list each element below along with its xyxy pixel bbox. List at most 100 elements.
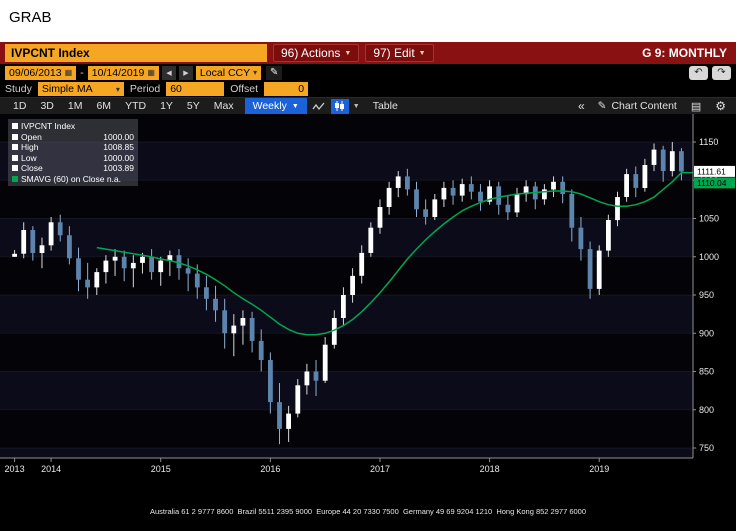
range-button-1d[interactable]: 1D xyxy=(13,100,27,112)
chart-toolbar: 1D 3D 1M 6M YTD 1Y 5Y Max Weekly ▼ ▼ Table « ✎ … xyxy=(0,97,736,115)
svg-text:900: 900 xyxy=(699,328,714,338)
chevron-down-icon: ▾ xyxy=(115,84,120,94)
legend-value: 1000.00 xyxy=(103,131,134,142)
svg-text:2018: 2018 xyxy=(480,464,500,474)
legend-ohlc-rows: Open 1000.00 High 1008.85 Low 1000.00 Close 100… xyxy=(12,132,134,174)
bloomberg-footer: Australia 61 2 9777 8600 Brazil 5511 239… xyxy=(0,481,736,531)
svg-text:2016: 2016 xyxy=(260,464,280,474)
smavg-label: SMAVG (60) on Close n.a. xyxy=(21,173,121,184)
annotate-pencil-button[interactable]: ✎ xyxy=(266,65,283,80)
legend-title-row: IVPCNT Index xyxy=(12,121,134,132)
date-from-value: 09/06/2013 xyxy=(9,66,62,79)
date-range-row: 09/06/2013 ▦ - 10/14/2019 ▦ ◀ ▶ Local CC… xyxy=(0,64,736,81)
date-from-field[interactable]: 09/06/2013 ▦ xyxy=(5,65,77,80)
layout-grid-icon[interactable]: ▤ xyxy=(690,100,702,113)
actions-menu-button[interactable]: 96) Actions ▼ xyxy=(273,44,360,62)
footer-line-1: Australia 61 2 9777 8600 Brazil 5511 239… xyxy=(149,507,587,516)
range-button-5y[interactable]: 5Y xyxy=(186,100,200,112)
svg-text:750: 750 xyxy=(699,443,714,453)
redo-button[interactable]: ↷ xyxy=(712,65,731,80)
svg-text:1050: 1050 xyxy=(699,214,719,224)
study-dropdown[interactable]: Simple MA ▾ xyxy=(37,82,124,96)
frequency-value: Weekly xyxy=(252,100,287,112)
collapse-chevrons-icon[interactable]: « xyxy=(577,99,585,113)
undo-button[interactable]: ↶ xyxy=(689,65,708,80)
range-button-3d[interactable]: 3D xyxy=(40,100,54,112)
study-row: Study Simple MA ▾ Period 60 Offset 0 xyxy=(0,81,736,97)
legend-label: Open xyxy=(21,131,42,142)
offset-input[interactable]: 0 xyxy=(264,82,309,96)
smavg-swatch xyxy=(12,175,18,182)
chevron-down-icon[interactable]: ▼ xyxy=(352,102,360,110)
edit-pencil-icon: ✎ xyxy=(597,100,607,112)
legend-value: 1000.00 xyxy=(103,152,134,163)
range-button-max[interactable]: Max xyxy=(213,100,234,112)
chart-legend[interactable]: IVPCNT Index Open 1000.00 High 1008.85 Low 10… xyxy=(8,119,138,186)
candlestick-chart-icon[interactable] xyxy=(330,98,349,114)
chevron-down-icon: ▼ xyxy=(344,49,352,57)
edit-label: 97) Edit xyxy=(373,46,415,60)
series-swatch xyxy=(12,133,18,140)
legend-value: 1003.89 xyxy=(103,163,134,173)
chevron-down-icon: ▼ xyxy=(418,49,426,57)
chart-content-label: Chart Content xyxy=(611,100,677,112)
currency-dropdown[interactable]: Local CCY ▾ xyxy=(195,65,262,80)
legend-row-open: Open 1000.00 xyxy=(12,132,134,143)
range-button-1y[interactable]: 1Y xyxy=(160,100,173,112)
range-button-1m[interactable]: 1M xyxy=(67,100,83,112)
legend-label: Low xyxy=(21,152,37,163)
date-to-value: 10/14/2019 xyxy=(91,66,145,79)
page-title: G 9: MONTHLY xyxy=(642,46,727,60)
price-chart-canvas[interactable]: 1150110010501000950900850800750201320142… xyxy=(0,114,736,481)
svg-text:2015: 2015 xyxy=(151,464,171,474)
legend-title: IVPCNT Index xyxy=(21,121,76,131)
svg-text:2013: 2013 xyxy=(5,464,25,474)
legend-row-low: Low 1000.00 xyxy=(12,153,134,164)
svg-text:1000: 1000 xyxy=(699,252,719,262)
ticker-input[interactable]: IVPCNT Index xyxy=(5,44,267,62)
period-value: 60 xyxy=(170,83,182,95)
legend-row-close: Close 1003.89 xyxy=(12,163,134,174)
edit-menu-button[interactable]: 97) Edit ▼ xyxy=(365,44,434,62)
command-header: IVPCNT Index 96) Actions ▼ 97) Edit ▼ G … xyxy=(0,42,736,64)
chevron-down-icon: ▼ xyxy=(291,102,299,110)
toolbar-right-tools: « ✎ Chart Content ▤ ⚙ xyxy=(578,99,730,113)
step-back-button[interactable]: ◀ xyxy=(161,65,176,80)
grab-title: GRAB xyxy=(0,0,736,42)
legend-label: Close xyxy=(21,163,43,173)
legend-value: 1008.85 xyxy=(103,142,134,152)
table-button[interactable]: Table xyxy=(372,100,398,112)
date-range-separator: - xyxy=(80,66,84,79)
svg-text:2017: 2017 xyxy=(370,464,390,474)
history-buttons: ↶ ↷ xyxy=(689,65,731,80)
step-forward-button[interactable]: ▶ xyxy=(178,65,193,80)
range-buttons: 1D 3D 1M 6M YTD 1Y 5Y Max xyxy=(6,100,241,112)
legend-row-high: High 1008.85 xyxy=(12,142,134,153)
svg-text:950: 950 xyxy=(699,290,714,300)
study-label: Study xyxy=(5,83,32,95)
frequency-dropdown[interactable]: Weekly ▼ xyxy=(244,97,307,115)
series-swatch xyxy=(12,154,18,161)
period-input[interactable]: 60 xyxy=(166,82,225,96)
offset-value: 0 xyxy=(298,83,305,95)
chevron-down-icon: ▾ xyxy=(253,68,258,77)
series-swatch xyxy=(12,165,18,172)
svg-text:800: 800 xyxy=(699,405,714,415)
date-to-field[interactable]: 10/14/2019 ▦ xyxy=(87,65,159,80)
line-chart-icon[interactable] xyxy=(310,99,328,114)
gear-icon[interactable]: ⚙ xyxy=(715,99,726,113)
series-swatch xyxy=(12,144,18,151)
study-value: Simple MA xyxy=(41,83,93,95)
chart-area: 1150110010501000950900850800750201320142… xyxy=(0,114,736,481)
period-label: Period xyxy=(129,83,161,95)
calendar-icon: ▦ xyxy=(147,68,155,77)
legend-row-smavg: SMAVG (60) on Close n.a. xyxy=(12,174,134,185)
svg-text:1150: 1150 xyxy=(699,137,718,147)
chart-content-button[interactable]: ✎ Chart Content xyxy=(598,100,677,112)
actions-label: 96) Actions xyxy=(281,46,341,60)
range-button-ytd[interactable]: YTD xyxy=(125,100,147,112)
range-button-6m[interactable]: 6M xyxy=(96,100,112,112)
svg-text:2014: 2014 xyxy=(41,464,61,474)
svg-text:1110.04: 1110.04 xyxy=(697,178,727,188)
